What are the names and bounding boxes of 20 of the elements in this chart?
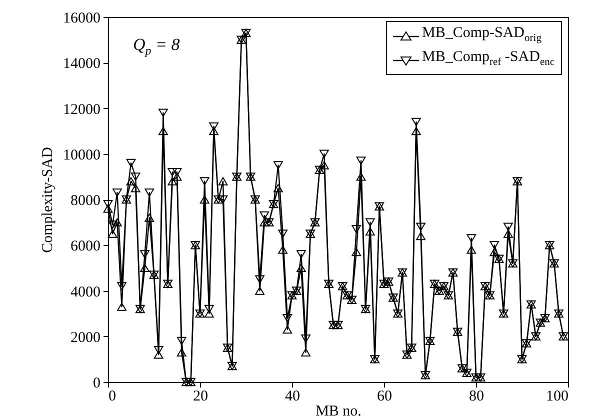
x-tick-label: 0 bbox=[108, 388, 116, 404]
y-tick-label: 16000 bbox=[63, 10, 100, 26]
y-tick-label: 2000 bbox=[70, 330, 100, 346]
x-tick-label: 80 bbox=[469, 388, 484, 404]
y-tick-label: 14000 bbox=[63, 56, 100, 72]
annotation: Q$_{p}$ = 8 bbox=[133, 35, 180, 58]
y-axis-title: Complexity-SAD bbox=[40, 146, 56, 253]
y-tick-label: 12000 bbox=[63, 102, 100, 118]
legend-label: MB_Comp-SAD$_{orig}$ bbox=[422, 24, 542, 46]
x-tick-label: 100 bbox=[546, 388, 568, 404]
y-tick-label: 6000 bbox=[70, 238, 100, 255]
x-tick-label: 20 bbox=[193, 388, 208, 404]
y-tick-label: 8000 bbox=[70, 193, 100, 209]
x-axis-title: MB no. bbox=[316, 404, 362, 419]
x-tick-label: 60 bbox=[377, 388, 392, 404]
y-tick-label: 10000 bbox=[63, 147, 100, 164]
legend-label: MB_Comp$_{ref}$ -SAD$_{enc}$ bbox=[422, 48, 555, 70]
x-tick-label: 40 bbox=[285, 388, 300, 404]
y-tick-label: 4000 bbox=[70, 284, 100, 300]
y-tick-label: 0 bbox=[93, 376, 100, 392]
